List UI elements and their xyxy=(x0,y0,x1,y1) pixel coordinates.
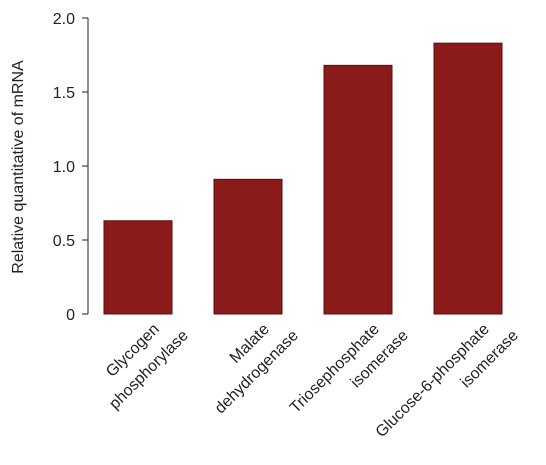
y-tick-label: 1.0 xyxy=(53,159,75,176)
bar xyxy=(433,42,503,315)
y-tick-label: 1.5 xyxy=(53,85,75,102)
bar xyxy=(323,64,393,315)
x-tick-label: Glycogenphosphorylase xyxy=(89,309,192,412)
bar xyxy=(103,220,173,315)
y-axis: 0 0.5 1.0 1.5 2.0 xyxy=(53,11,89,324)
bars xyxy=(103,42,503,315)
y-tick-label: 0 xyxy=(66,307,75,324)
x-tick-label: Malatedehydrogenase xyxy=(194,309,302,417)
y-tick-label: 0.5 xyxy=(53,233,75,250)
y-tick-label: 2.0 xyxy=(53,11,75,28)
y-axis-title: Relative quantitative of mRNA xyxy=(10,60,27,274)
bar xyxy=(213,178,283,315)
x-axis-labels: Glycogenphosphorylase Malatedehydrogenase… xyxy=(89,309,522,441)
